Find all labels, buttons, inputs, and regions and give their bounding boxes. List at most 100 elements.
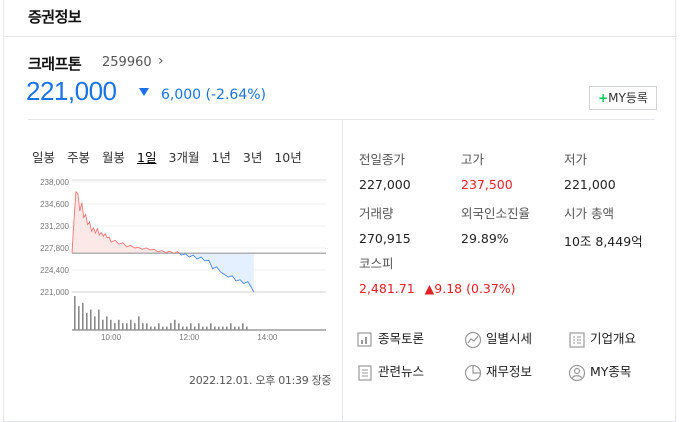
trend-icon bbox=[464, 331, 482, 348]
volume-bar bbox=[82, 302, 84, 330]
y-tick-label: 227,800 bbox=[40, 244, 69, 253]
volume-bar bbox=[194, 326, 196, 330]
divider bbox=[4, 36, 677, 37]
volume-bar bbox=[90, 309, 92, 330]
volume-bar bbox=[234, 326, 236, 330]
volume-bar bbox=[150, 326, 152, 330]
price-line-down bbox=[179, 252, 255, 293]
metric-high: 고가 237,500 bbox=[461, 149, 513, 192]
y-tick-label: 231,200 bbox=[40, 222, 69, 231]
divider bbox=[28, 119, 655, 120]
change-amount: 6,000 bbox=[161, 87, 202, 103]
volume-bar bbox=[118, 319, 120, 330]
down-triangle-icon bbox=[139, 88, 149, 96]
volume-bar bbox=[238, 326, 240, 330]
volume-bar bbox=[174, 319, 176, 330]
volume-bar bbox=[98, 309, 100, 330]
x-tick-label: 14:00 bbox=[257, 333, 278, 342]
tab-1day[interactable]: 1일 bbox=[137, 150, 157, 165]
link-financials[interactable]: 재무정보 bbox=[464, 361, 532, 382]
link-label: 관련뉴스 bbox=[378, 364, 425, 379]
volume-bar bbox=[110, 319, 112, 330]
column-divider bbox=[342, 120, 343, 422]
metric-value: 10조 8,449억 bbox=[564, 234, 643, 249]
volume-bar bbox=[170, 323, 172, 330]
tab-3year[interactable]: 3년 bbox=[242, 150, 263, 165]
up-triangle-icon: ▲ bbox=[424, 281, 435, 296]
volume-bar bbox=[182, 326, 184, 330]
tab-3month[interactable]: 3개월 bbox=[168, 150, 200, 165]
metric-value: 227,000 bbox=[359, 177, 411, 192]
volume-bar bbox=[126, 323, 128, 330]
stock-code[interactable]: 259960 bbox=[102, 55, 152, 70]
intraday-price-chart[interactable]: 238,000 234,600 231,200 227,800 224,400 221,0… bbox=[32, 174, 332, 346]
tab-daily[interactable]: 일봉 bbox=[32, 150, 56, 165]
link-label: 재무정보 bbox=[486, 364, 533, 379]
volume-bar bbox=[146, 323, 148, 330]
volume-bar bbox=[190, 323, 192, 330]
tab-weekly[interactable]: 주봉 bbox=[67, 150, 91, 165]
metric-market-cap: 시가 총액 10조 8,449억 bbox=[564, 203, 643, 250]
stock-info-card: 증권정보 크래프톤 259960 › 221,000 6,000 (-2.64%… bbox=[3, 0, 677, 422]
volume-bar bbox=[106, 316, 108, 330]
kospi-value: 2,481.71 bbox=[359, 281, 415, 296]
link-my-stocks[interactable]: MY종목 bbox=[568, 361, 631, 382]
price-line-up bbox=[71, 190, 180, 254]
volume-bar bbox=[158, 323, 160, 330]
volume-bar bbox=[214, 326, 216, 330]
kospi-index[interactable]: 코스피 2,481.71 ▲9.18 (0.37%) bbox=[359, 253, 516, 296]
x-tick-label: 12:00 bbox=[179, 333, 200, 342]
volume-bar bbox=[142, 323, 144, 330]
volume-bar bbox=[154, 326, 156, 330]
link-related-news[interactable]: 관련뉴스 bbox=[356, 361, 424, 382]
volume-bar bbox=[178, 323, 180, 330]
volume-bar bbox=[86, 313, 88, 330]
x-tick-label: 10:00 bbox=[101, 333, 122, 342]
change-percent: (-2.64%) bbox=[205, 87, 266, 103]
y-tick-label: 234,600 bbox=[40, 200, 69, 209]
area-above-prev-close bbox=[72, 191, 180, 254]
metric-value: 221,000 bbox=[564, 177, 616, 192]
volume-bar bbox=[246, 326, 248, 330]
chevron-right-icon[interactable]: › bbox=[158, 53, 164, 69]
section-title: 증권정보 bbox=[28, 8, 82, 26]
link-discussion[interactable]: 종목토론 bbox=[356, 328, 424, 349]
metric-prev-close: 전일종가 227,000 bbox=[359, 149, 411, 192]
volume-bar bbox=[138, 316, 140, 330]
metric-value: 270,915 bbox=[359, 231, 411, 246]
news-icon bbox=[358, 364, 372, 381]
volume-bar bbox=[162, 326, 164, 330]
volume-bar bbox=[166, 326, 168, 330]
tab-monthly[interactable]: 월봉 bbox=[102, 150, 126, 165]
area-below-prev-close bbox=[179, 253, 254, 292]
price-change: 6,000 (-2.64%) bbox=[161, 87, 266, 103]
volume-bar bbox=[94, 316, 96, 330]
overview-icon bbox=[569, 331, 585, 348]
volume-bar bbox=[230, 323, 232, 330]
volume-bar bbox=[202, 326, 204, 330]
add-my-stock-button[interactable]: +MY등록 bbox=[589, 86, 657, 110]
stock-name[interactable]: 크래프톤 bbox=[28, 55, 82, 73]
metric-label: 외국인소진율 bbox=[461, 206, 531, 221]
plus-icon: + bbox=[598, 91, 609, 105]
volume-bar bbox=[122, 323, 124, 330]
tab-10year[interactable]: 10년 bbox=[274, 150, 302, 165]
volume-bar bbox=[130, 319, 132, 330]
metric-value: 29.89% bbox=[461, 231, 509, 246]
metric-low: 저가 221,000 bbox=[564, 149, 616, 192]
tab-1year[interactable]: 1년 bbox=[211, 150, 231, 165]
metric-foreign-ratio: 외국인소진율 29.89% bbox=[461, 203, 530, 246]
metric-volume: 거래량 270,915 bbox=[359, 203, 411, 246]
kospi-label: 코스피 bbox=[359, 256, 394, 271]
period-tabs: 일봉 주봉 월봉 1일 3개월 1년 3년 10년 bbox=[32, 147, 314, 166]
link-company-overview[interactable]: 기업개요 bbox=[568, 328, 636, 349]
kospi-values: 2,481.71 ▲9.18 (0.37%) bbox=[359, 281, 516, 296]
volume-bar bbox=[206, 326, 208, 330]
link-daily-price[interactable]: 일별시세 bbox=[464, 328, 532, 349]
volume-bar bbox=[186, 326, 188, 330]
metric-label: 저가 bbox=[564, 152, 588, 167]
link-label: 기업개요 bbox=[590, 331, 637, 346]
link-label: 일별시세 bbox=[486, 331, 533, 346]
metric-label: 전일종가 bbox=[359, 152, 406, 167]
volume-bar bbox=[134, 323, 136, 330]
